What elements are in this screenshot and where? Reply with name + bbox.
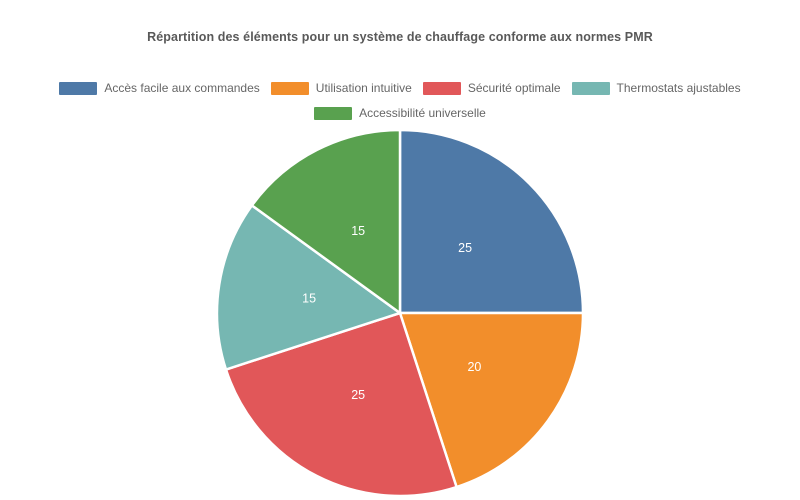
legend-row: Accessibilité universelle <box>314 106 486 120</box>
legend-label: Accessibilité universelle <box>359 106 486 120</box>
legend-row: Accès facile aux commandes Utilisation in… <box>59 81 741 95</box>
pie-slice-value-label: 25 <box>351 388 365 402</box>
pie-slice-value-label: 15 <box>302 292 316 306</box>
legend-swatch-icon <box>270 81 309 95</box>
pie-slice-value-label: 15 <box>351 224 365 238</box>
legend-item-4[interactable]: Thermostats ajustables <box>571 81 741 95</box>
pie-slice-3[interactable] <box>224 311 458 498</box>
pie-slice-4[interactable] <box>215 204 402 371</box>
legend-label: Sécurité optimale <box>467 81 561 95</box>
pie-slice-value-label: 20 <box>467 360 481 374</box>
legend-swatch-icon <box>422 81 461 95</box>
legend-label: Utilisation intuitive <box>315 81 412 95</box>
pie-slice-1[interactable] <box>398 128 585 315</box>
legend-label: Thermostats ajustables <box>616 81 741 95</box>
pie-slice-2[interactable] <box>398 311 585 489</box>
legend-item-3[interactable]: Sécurité optimale <box>422 81 561 95</box>
legend: Accès facile aux commandes Utilisation in… <box>0 81 800 120</box>
legend-label: Accès facile aux commandes <box>104 81 260 95</box>
legend-item-2[interactable]: Utilisation intuitive <box>270 81 412 95</box>
chart-title: Répartition des éléments pour un système… <box>147 30 653 44</box>
legend-item-5[interactable]: Accessibilité universelle <box>314 106 486 120</box>
pie-slice-5[interactable] <box>250 128 402 315</box>
legend-swatch-icon <box>571 81 610 95</box>
legend-item-1[interactable]: Accès facile aux commandes <box>59 81 260 95</box>
pie-slice-value-label: 25 <box>458 241 472 255</box>
legend-swatch-icon <box>59 81 98 95</box>
legend-swatch-icon <box>314 106 353 120</box>
